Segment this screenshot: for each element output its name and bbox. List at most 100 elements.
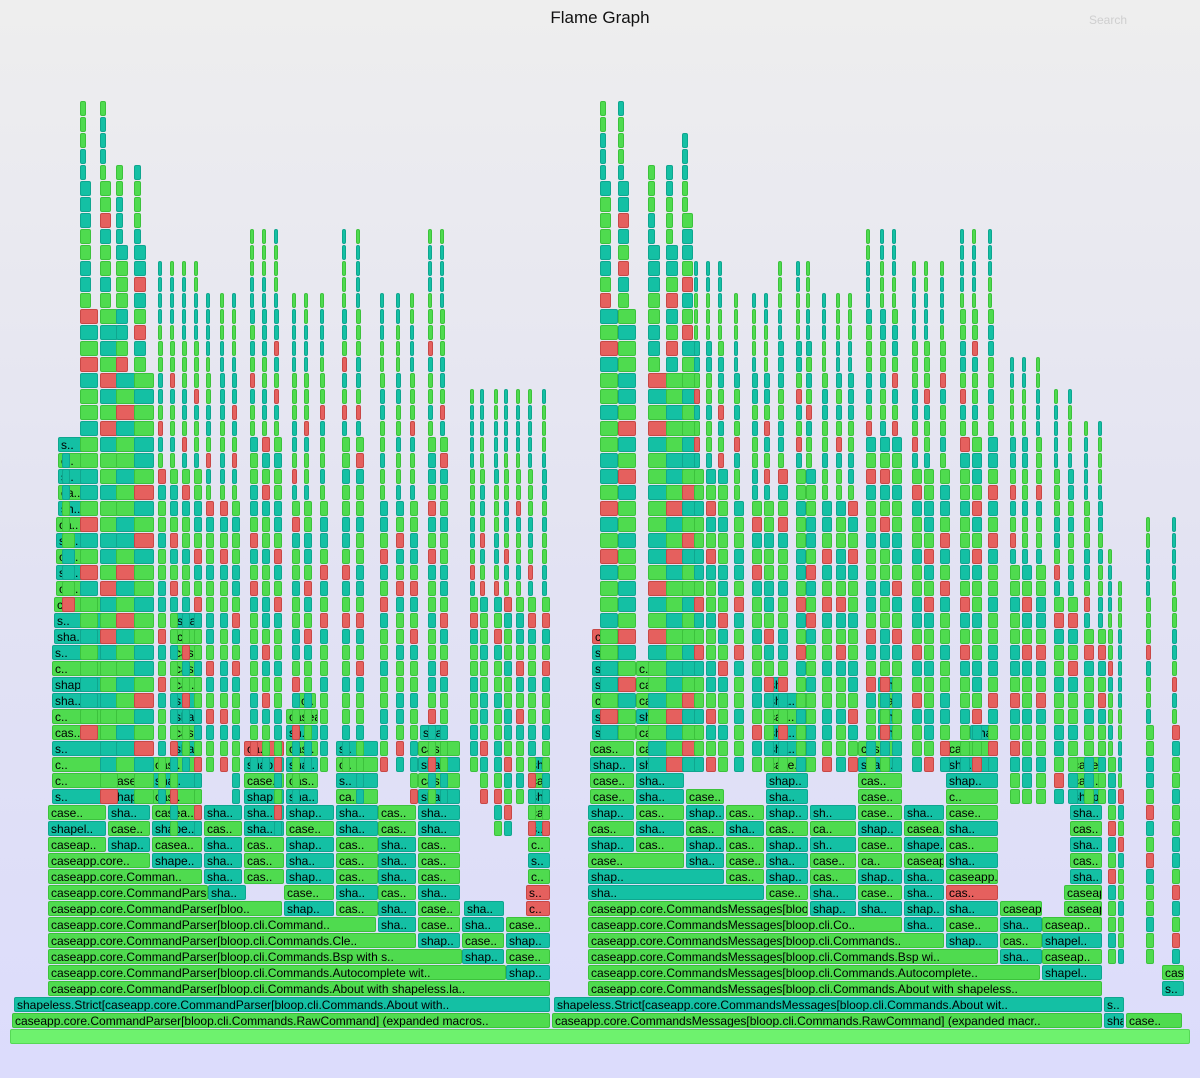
flame-frame[interactable] bbox=[262, 565, 270, 580]
flame-frame[interactable] bbox=[940, 549, 950, 564]
flame-frame[interactable] bbox=[618, 357, 636, 372]
flame-frame[interactable] bbox=[356, 453, 364, 468]
flame-frame[interactable] bbox=[206, 405, 211, 420]
flame-frame[interactable] bbox=[116, 405, 136, 420]
flame-frame[interactable] bbox=[836, 469, 842, 484]
flame-frame[interactable] bbox=[718, 613, 728, 628]
flame-frame[interactable] bbox=[80, 613, 98, 628]
flame-frame[interactable] bbox=[940, 693, 950, 708]
flame-frame[interactable] bbox=[1010, 725, 1020, 740]
flame-frame[interactable] bbox=[304, 581, 312, 596]
flame-frame[interactable] bbox=[600, 373, 618, 388]
flame-frame[interactable] bbox=[504, 517, 509, 532]
flame-frame[interactable] bbox=[428, 549, 436, 564]
flame-frame[interactable]: shap.. bbox=[588, 837, 634, 852]
flame-frame[interactable] bbox=[206, 661, 214, 676]
flame-frame[interactable] bbox=[262, 309, 267, 324]
flame-frame[interactable] bbox=[304, 341, 308, 356]
flame-frame[interactable] bbox=[924, 277, 928, 292]
flame-frame[interactable] bbox=[1036, 469, 1042, 484]
flame-frame[interactable] bbox=[1108, 709, 1113, 724]
flame-frame[interactable] bbox=[116, 549, 136, 564]
flame-frame[interactable] bbox=[1068, 661, 1078, 676]
flame-frame[interactable] bbox=[866, 549, 876, 564]
flame-frame[interactable] bbox=[1172, 677, 1177, 692]
flame-frame[interactable] bbox=[116, 517, 136, 532]
flame-frame[interactable] bbox=[892, 261, 896, 276]
flame-frame[interactable] bbox=[1054, 693, 1064, 708]
flame-frame[interactable] bbox=[924, 357, 930, 372]
flame-frame[interactable] bbox=[822, 709, 832, 724]
flame-frame[interactable] bbox=[1084, 533, 1090, 548]
flame-frame[interactable] bbox=[836, 485, 842, 500]
flame-frame[interactable]: cas.. bbox=[418, 837, 460, 852]
flame-frame[interactable] bbox=[718, 757, 728, 772]
flame-frame[interactable] bbox=[694, 469, 704, 484]
flame-frame[interactable]: shapeless.Strict[caseapp.core.CommandsMe… bbox=[554, 997, 1102, 1012]
flame-frame[interactable] bbox=[924, 389, 930, 404]
flame-frame[interactable] bbox=[822, 581, 832, 596]
flame-frame[interactable]: cas.. bbox=[378, 885, 416, 900]
flame-frame[interactable] bbox=[822, 693, 832, 708]
flame-frame[interactable] bbox=[752, 357, 756, 372]
flame-frame[interactable] bbox=[1108, 853, 1116, 868]
flame-frame[interactable] bbox=[292, 437, 297, 452]
flame-frame[interactable] bbox=[62, 469, 70, 484]
flame-frame[interactable] bbox=[1118, 709, 1122, 724]
flame-frame[interactable] bbox=[262, 757, 270, 772]
flame-frame[interactable] bbox=[356, 709, 364, 724]
flame-frame[interactable] bbox=[1172, 533, 1176, 548]
flame-frame[interactable] bbox=[262, 421, 267, 436]
flame-frame[interactable] bbox=[892, 693, 902, 708]
flame-frame[interactable] bbox=[396, 485, 401, 500]
flame-frame[interactable] bbox=[880, 581, 890, 596]
flame-frame[interactable] bbox=[682, 197, 688, 212]
flame-frame[interactable] bbox=[274, 597, 282, 612]
flame-frame[interactable]: cas.. bbox=[336, 901, 378, 916]
flame-frame[interactable] bbox=[600, 101, 606, 116]
flame-frame[interactable] bbox=[666, 181, 673, 196]
flame-frame[interactable] bbox=[428, 501, 436, 516]
flame-frame[interactable] bbox=[206, 309, 210, 324]
flame-frame[interactable] bbox=[682, 293, 693, 308]
flame-frame[interactable]: shap.. bbox=[686, 805, 724, 820]
flame-frame[interactable] bbox=[542, 613, 550, 628]
flame-frame[interactable] bbox=[1118, 581, 1122, 596]
flame-frame[interactable] bbox=[1022, 453, 1028, 468]
flame-frame[interactable] bbox=[618, 149, 624, 164]
flame-frame[interactable]: case.. bbox=[590, 773, 634, 788]
flame-frame[interactable] bbox=[292, 661, 300, 676]
flame-frame[interactable] bbox=[682, 277, 693, 292]
flame-frame[interactable] bbox=[972, 597, 982, 612]
flame-frame[interactable] bbox=[848, 741, 858, 756]
flame-frame[interactable] bbox=[116, 453, 136, 468]
flame-frame[interactable] bbox=[356, 565, 364, 580]
flame-frame[interactable] bbox=[182, 261, 186, 276]
flame-frame[interactable]: sha.. bbox=[1104, 1013, 1124, 1028]
flame-frame[interactable] bbox=[1108, 821, 1116, 836]
flame-frame[interactable] bbox=[250, 597, 258, 612]
flame-frame[interactable] bbox=[1172, 853, 1180, 868]
flame-frame[interactable] bbox=[734, 421, 740, 436]
flame-frame[interactable] bbox=[848, 325, 852, 340]
flame-frame[interactable] bbox=[618, 373, 636, 388]
flame-frame[interactable] bbox=[648, 677, 668, 692]
flame-frame[interactable] bbox=[274, 581, 282, 596]
flame-frame[interactable] bbox=[988, 661, 998, 676]
flame-frame[interactable] bbox=[912, 549, 922, 564]
flame-frame[interactable] bbox=[1118, 677, 1122, 692]
flame-frame[interactable] bbox=[274, 517, 282, 532]
flame-frame[interactable] bbox=[494, 469, 499, 484]
flame-frame[interactable]: sha.. bbox=[858, 901, 902, 916]
flame-frame[interactable] bbox=[1108, 693, 1113, 708]
flame-frame[interactable] bbox=[822, 629, 832, 644]
flame-frame[interactable] bbox=[494, 533, 499, 548]
flame-frame[interactable] bbox=[440, 725, 448, 740]
flame-frame[interactable] bbox=[752, 437, 758, 452]
flame-frame[interactable] bbox=[134, 597, 154, 612]
flame-frame[interactable] bbox=[134, 565, 154, 580]
flame-frame[interactable] bbox=[304, 629, 312, 644]
flame-frame[interactable] bbox=[694, 501, 704, 516]
flame-frame[interactable] bbox=[396, 581, 404, 596]
flame-frame[interactable] bbox=[1172, 565, 1176, 580]
